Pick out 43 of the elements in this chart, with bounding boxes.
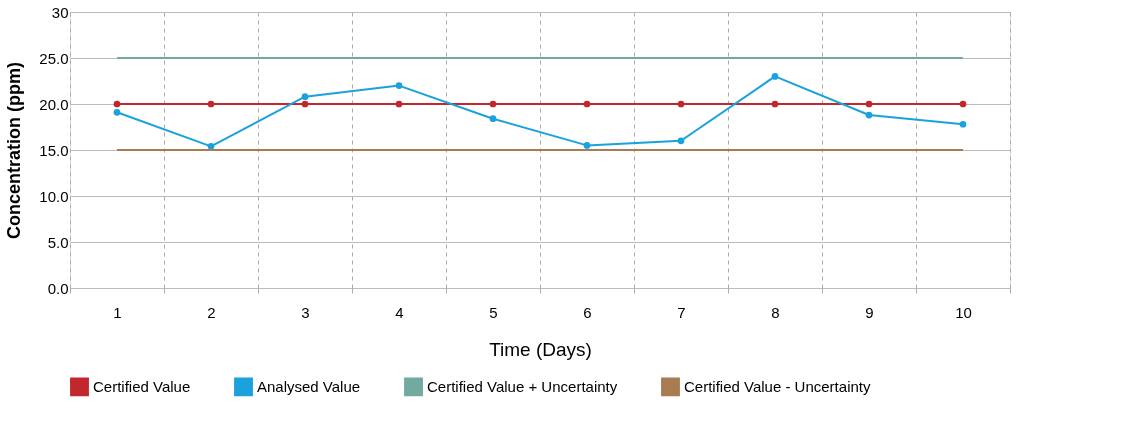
point — [865, 111, 873, 119]
x-tick-label: 10 — [955, 303, 972, 321]
point — [489, 100, 497, 108]
point — [489, 115, 497, 123]
y-tick-label: 25.0 — [39, 49, 69, 67]
y-tick-label: 20.0 — [39, 95, 69, 113]
point — [771, 73, 779, 80]
point — [301, 100, 309, 108]
legend-label: Certified Value — [93, 377, 191, 395]
point — [959, 120, 967, 128]
point — [865, 100, 873, 108]
x-tick-label: 8 — [771, 303, 780, 321]
point — [583, 100, 591, 108]
y-tick-label: 15.0 — [39, 141, 69, 159]
legend-label: Analysed Value — [257, 377, 361, 395]
legend-label: Certified Value + Uncertainty — [427, 377, 618, 395]
point — [113, 100, 121, 108]
y-tick-label: 0.0 — [47, 279, 69, 297]
point — [113, 108, 121, 116]
legend-label: Certified Value - Uncertainty — [684, 377, 871, 395]
x-tick-label: 6 — [583, 303, 592, 321]
x-tick-label: 7 — [677, 303, 686, 321]
point — [395, 100, 403, 108]
point — [207, 142, 215, 150]
x-axis-title: Time (Days) — [489, 338, 592, 360]
x-tick-label: 9 — [865, 303, 874, 321]
point — [677, 137, 685, 145]
x-tick-label: 4 — [395, 303, 404, 321]
point — [207, 100, 215, 108]
x-tick-label: 2 — [207, 303, 216, 321]
x-tick-label: 5 — [489, 303, 498, 321]
y-tick-label: 5.0 — [47, 233, 69, 251]
point — [301, 93, 309, 100]
point — [583, 142, 591, 149]
y-tick-label: 10.0 — [39, 187, 69, 205]
point — [771, 100, 779, 108]
x-tick-label: 3 — [301, 303, 310, 321]
point — [395, 82, 403, 89]
x-tick-label: 1 — [113, 303, 122, 321]
y-axis-title: Concentration (ppm) — [4, 62, 25, 239]
point — [677, 100, 685, 108]
y-tick-label: 30 — [51, 3, 69, 21]
point — [959, 100, 967, 108]
